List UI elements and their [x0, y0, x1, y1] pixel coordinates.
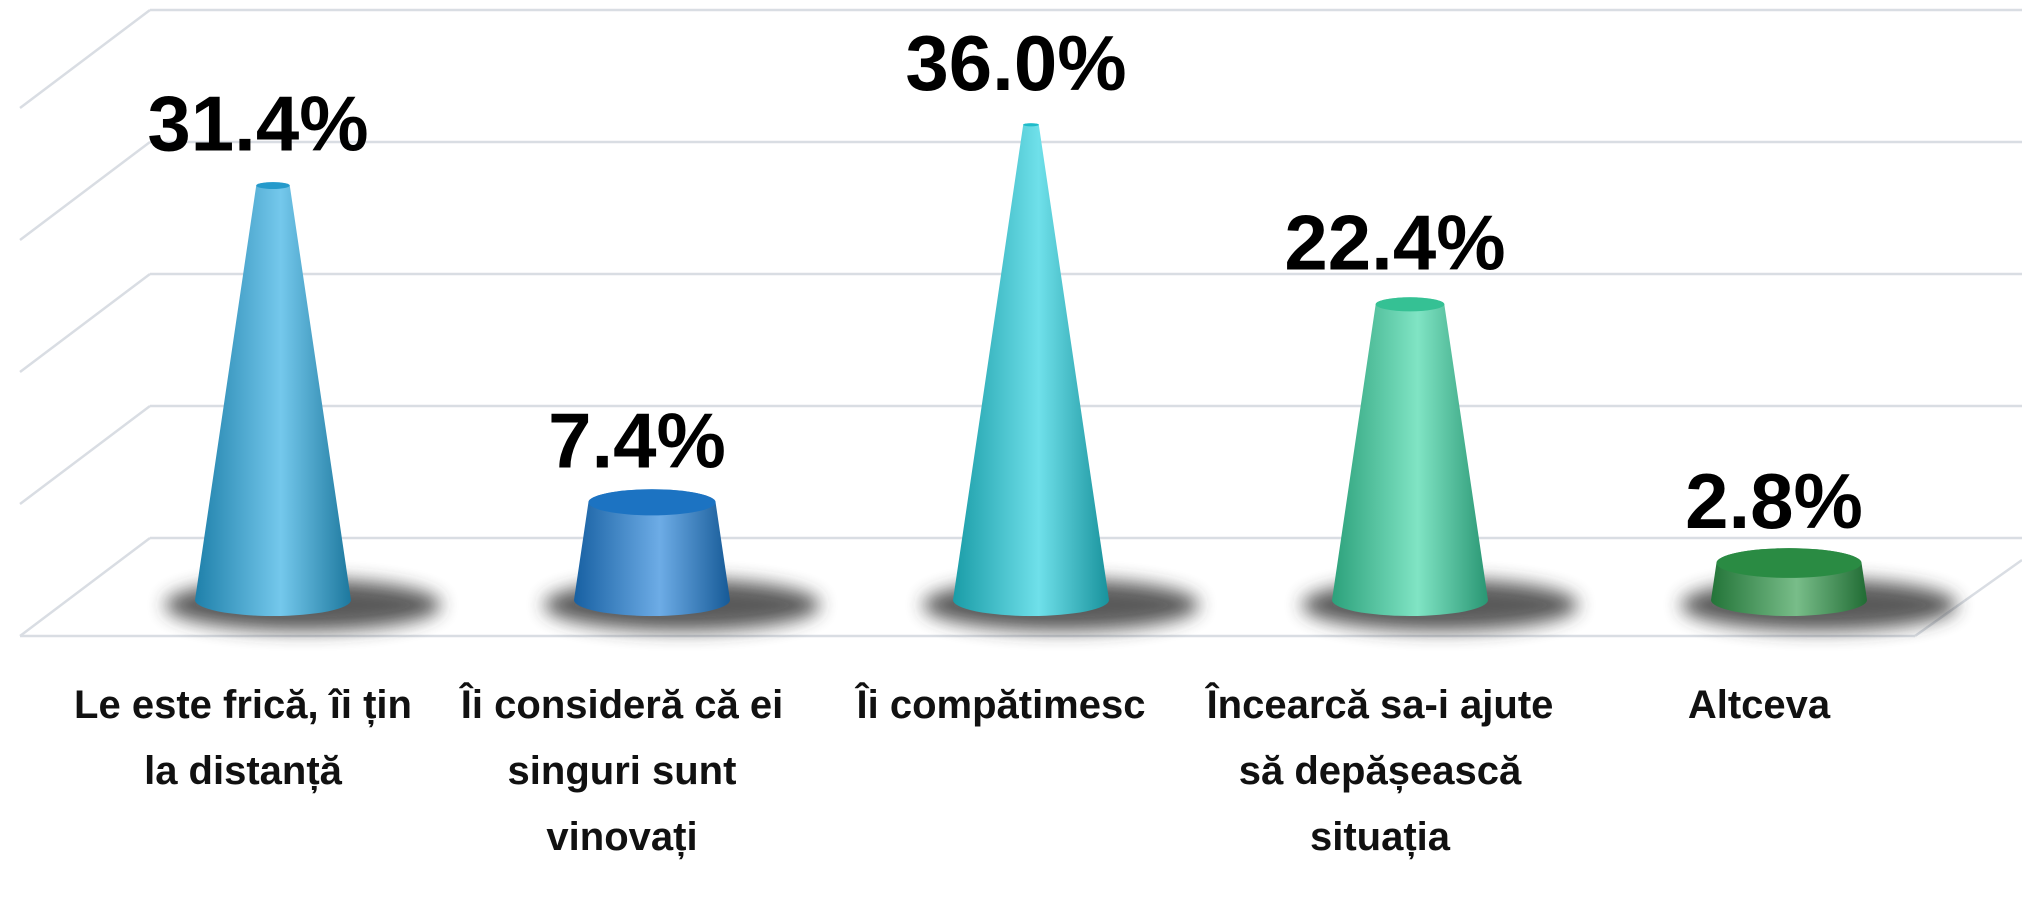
grid-line-side	[19, 537, 151, 637]
cone	[574, 489, 730, 616]
grid-line-side	[19, 405, 151, 505]
value-label: 31.4%	[147, 80, 368, 168]
grid-line-side	[19, 9, 151, 109]
cone	[1332, 297, 1488, 616]
cone-top	[588, 489, 716, 516]
grid-line-side	[19, 273, 151, 373]
cone-top	[256, 182, 290, 189]
x-tick-label: Încearcă sa-i ajute să depășească situaț…	[1206, 683, 1554, 859]
x-tick-label: Îi consideră că ei singuri sunt vinovați	[460, 683, 784, 859]
value-label: 22.4%	[1284, 198, 1505, 286]
x-tick-label: Îi compătimesc	[856, 683, 1146, 727]
x-tick-label: Altceva	[1687, 683, 1831, 727]
value-label: 7.4%	[548, 396, 726, 484]
value-label: 36.0%	[905, 19, 1126, 107]
x-tick-label: Le este frică, îi țin la distanță	[74, 683, 412, 793]
cone	[953, 123, 1109, 616]
floor-right	[1914, 558, 2022, 638]
cone-top	[1375, 297, 1445, 312]
cone-top	[1023, 123, 1039, 127]
grid-line-side	[19, 141, 151, 241]
value-label: 2.8%	[1685, 457, 1863, 545]
cone-top	[1716, 548, 1862, 578]
cone	[195, 182, 351, 616]
